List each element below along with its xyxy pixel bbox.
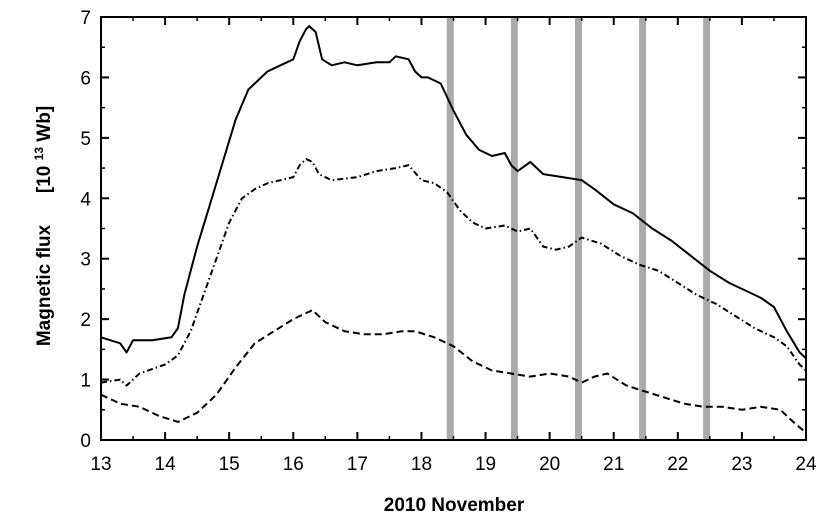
x-tick-label-22: 22: [667, 454, 688, 475]
x-tick-label-19: 19: [475, 454, 496, 475]
y-tick-label-0: 0: [80, 431, 91, 452]
x-tick-label-23: 23: [731, 454, 752, 475]
y-axis-unit-prefix: [10: [34, 166, 55, 193]
x-tick-label-16: 16: [283, 454, 304, 475]
highlight-band-3: [574, 17, 582, 440]
y-axis-unit-gap: [34, 198, 55, 219]
y-axis-title-text: Magnetic flux: [34, 224, 55, 346]
x-tick-label-17: 17: [347, 454, 368, 475]
x-axis-title: 2010 November: [384, 495, 525, 516]
y-tick-label-5: 5: [80, 129, 91, 150]
y-tick-label-6: 6: [80, 68, 91, 89]
x-tick-label-14: 14: [155, 454, 177, 475]
series-line-solid: [100, 25, 807, 360]
y-axis-unit-exponent: 13: [32, 147, 46, 161]
axis-ticks: [100, 16, 807, 441]
y-tick-label-2: 2: [80, 310, 91, 331]
series-line-dash-dot: [100, 158, 807, 387]
y-tick-label-3: 3: [80, 250, 91, 271]
highlight-band-2: [510, 17, 518, 440]
highlight-bands: [446, 17, 711, 440]
y-tick-label-7: 7: [80, 8, 91, 29]
x-tick-label-24: 24: [795, 454, 817, 475]
x-tick-label-21: 21: [603, 454, 624, 475]
y-tick-label-4: 4: [80, 189, 91, 210]
x-tick-label-20: 20: [539, 454, 560, 475]
highlight-band-4: [639, 17, 647, 440]
series-lines: [100, 25, 807, 434]
x-tick-label-15: 15: [219, 454, 240, 475]
x-tick-label-13: 13: [90, 454, 111, 475]
highlight-band-5: [703, 17, 711, 440]
y-tick-label-1: 1: [80, 371, 91, 392]
y-axis-title: Magnetic flux [10 13 Wb]: [27, 106, 55, 346]
highlight-band-1: [446, 17, 454, 440]
y-axis-unit-suffix: Wb]: [34, 106, 55, 142]
series-line-dashed: [100, 309, 807, 434]
x-tick-label-18: 18: [411, 454, 432, 475]
